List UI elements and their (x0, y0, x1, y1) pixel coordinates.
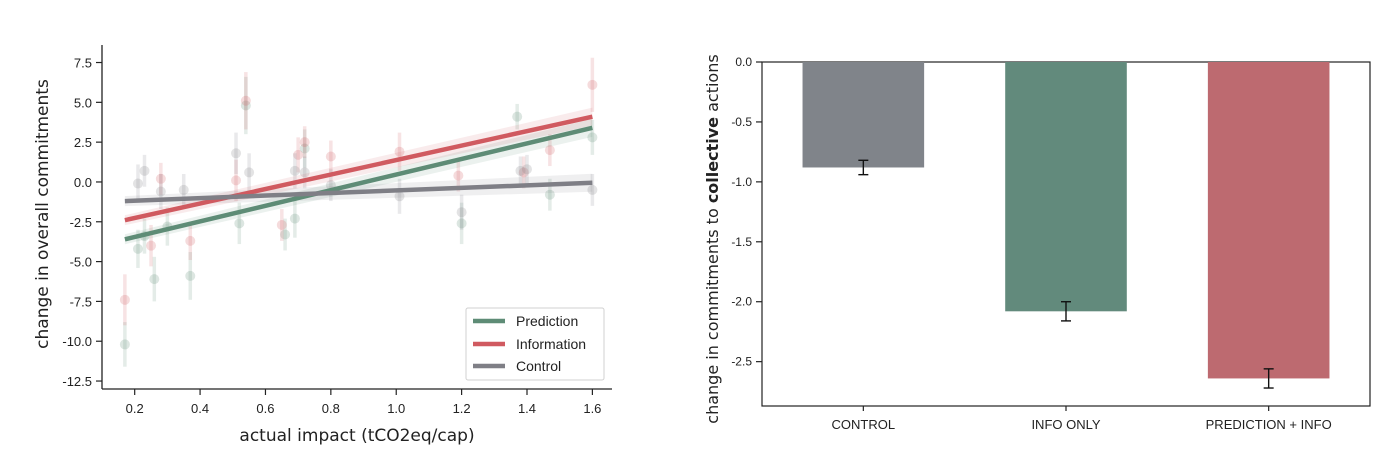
point-prediction-1 (132, 243, 143, 254)
left-y-tick-label-10-0: -10.0 (62, 334, 92, 349)
point-information-11 (453, 170, 464, 181)
point-prediction-8 (280, 229, 291, 240)
point-information-3 (185, 235, 196, 246)
right-y-tick-label-1-0: -1.0 (731, 175, 752, 189)
left-x-tick-label-1-6: 1.6 (583, 401, 601, 416)
point-control-0 (132, 178, 143, 189)
left-y-tick-label-12-5: -12.5 (62, 374, 92, 389)
legend-label-information: Information (516, 336, 586, 352)
point-control-1 (139, 165, 150, 176)
point-information-0 (119, 294, 130, 305)
bars (802, 62, 1330, 389)
right-y-title-part-3: actions (703, 54, 722, 117)
legend: Prediction Information Control (465, 307, 605, 381)
right-y-axis-title: change in commitments to collective acti… (703, 54, 722, 423)
point-prediction-7 (240, 100, 251, 111)
left-y-tick-label-2-5: -2.5 (70, 215, 92, 230)
point-information-5 (240, 95, 251, 106)
point-control-12 (522, 164, 532, 175)
left-y-axis-title: change in overall commitments (33, 79, 53, 349)
legend-label-control: Control (516, 358, 561, 374)
regression-lines (124, 107, 593, 245)
bar-info-only (1005, 62, 1127, 312)
point-information-2 (155, 173, 166, 184)
scatter-chart: 0.2 0.4 0.6 0.8 1.0 1.2 1.4 1.6 7.5 5.0 2.5 0.0 -2.… (33, 45, 612, 446)
right-x-tick-label-info-only: INFO ONLY (1031, 417, 1100, 432)
bar-chart: 0.0 -0.5 -1.0 -1.5 -2.0 -2.5 CONTROL INFO ONLY… (703, 54, 1371, 432)
point-prediction-0 (119, 339, 130, 350)
left-y-tick-label-0-0: 0.0 (74, 175, 92, 190)
left-x-axis-title: actual impact (tCO2eq/cap) (239, 426, 474, 446)
left-y-tick-label-7-5: 7.5 (74, 56, 92, 71)
point-control-13 (587, 184, 598, 195)
point-prediction-6 (234, 218, 245, 229)
right-x-tick-label-control: CONTROL (832, 417, 896, 432)
point-control-5 (244, 167, 255, 178)
legend-label-prediction: Prediction (516, 313, 578, 329)
left-x-tick-label-1-2: 1.2 (453, 401, 471, 416)
left-y-tick-label-5-0: -5.0 (70, 255, 92, 270)
right-x-tick-label-prediction-info: PREDICTION + INFO (1206, 417, 1332, 432)
scatter-points (119, 57, 598, 367)
right-y-title-bold-word: collective (703, 117, 722, 203)
left-x-tick-label-1-4: 1.4 (518, 401, 536, 416)
right-y-tick-label-2-0: -2.0 (731, 295, 752, 309)
point-control-6 (289, 165, 300, 176)
point-prediction-3 (149, 274, 160, 285)
left-y-tick-label-2-5: 2.5 (74, 135, 92, 150)
right-y-tick-label-1-5: -1.5 (731, 235, 752, 249)
left-x-tick-label-0-4: 0.4 (191, 401, 209, 416)
right-y-tick-label-0-5: -0.5 (731, 115, 752, 129)
point-control-2 (155, 186, 166, 197)
point-prediction-13 (544, 189, 555, 200)
right-y-title-part-1: change in commitments to (703, 203, 722, 424)
fit-line-prediction (124, 125, 593, 242)
point-control-10 (456, 207, 467, 218)
left-x-tick-label-1-0: 1.0 (387, 401, 405, 416)
fit-line-control (124, 180, 593, 204)
bar-prediction-info (1207, 62, 1330, 379)
point-information-14 (587, 79, 598, 90)
left-y-tick-label-7-5: -7.5 (70, 294, 92, 309)
right-y-tick-label-2-5: -2.5 (731, 355, 752, 369)
left-x-tick-label-0-6: 0.6 (256, 401, 274, 416)
point-information-13 (544, 145, 555, 156)
point-information-12 (518, 167, 529, 178)
point-prediction-12 (512, 111, 523, 122)
left-x-ticks: 0.2 0.4 0.6 0.8 1.0 1.2 1.4 1.6 (126, 389, 601, 416)
fit-line-information (124, 114, 593, 223)
point-information-4 (231, 175, 242, 186)
point-prediction-11 (456, 218, 467, 229)
point-control-11 (515, 165, 526, 176)
right-y-ticks: 0.0 -0.5 -1.0 -1.5 -2.0 -2.5 (731, 55, 762, 369)
left-x-tick-label-0-8: 0.8 (322, 401, 340, 416)
point-prediction-5 (185, 270, 196, 281)
point-control-4 (231, 148, 242, 159)
right-y-tick-label-0-0: 0.0 (735, 55, 752, 69)
point-prediction-9 (289, 213, 300, 224)
point-prediction-10 (299, 143, 310, 154)
point-information-10 (394, 146, 405, 157)
point-information-7 (293, 149, 304, 160)
point-prediction-14 (587, 132, 598, 143)
point-information-6 (276, 219, 287, 230)
point-control-3 (178, 184, 189, 195)
right-x-ticks: CONTROL INFO ONLY PREDICTION + INFO (832, 406, 1332, 432)
point-control-9 (394, 191, 405, 202)
left-y-tick-label-5-0: 5.0 (74, 95, 92, 110)
point-information-1 (146, 240, 157, 251)
point-information-9 (325, 151, 336, 162)
left-x-tick-label-0-2: 0.2 (126, 401, 144, 416)
left-y-ticks: 7.5 5.0 2.5 0.0 -2.5 -5.0 -7.5 -10.0 -12.5 (62, 56, 102, 389)
legend-box (465, 307, 605, 381)
point-control-7 (299, 167, 310, 178)
bar-control (802, 62, 925, 168)
point-information-8 (299, 137, 310, 148)
